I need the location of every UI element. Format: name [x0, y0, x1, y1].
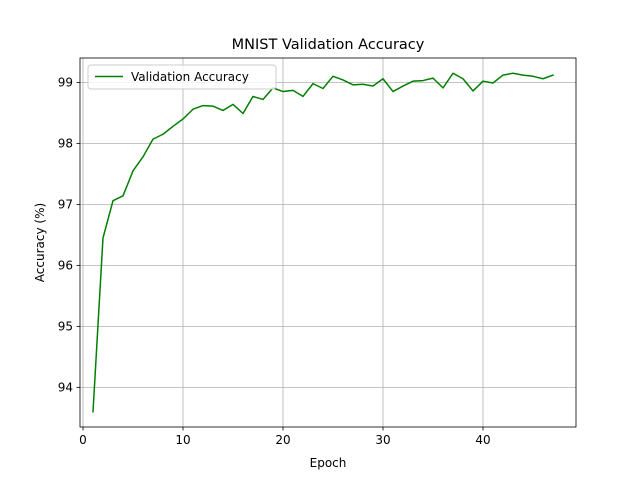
x-tick-label: 20 [275, 433, 290, 447]
series-line-validation-accuracy [92, 72, 554, 413]
chart-title: MNIST Validation Accuracy [232, 37, 425, 53]
x-tick-label: 0 [79, 433, 87, 447]
legend-label-validation-accuracy: Validation Accuracy [131, 70, 249, 84]
y-tick-label: 99 [58, 76, 73, 90]
x-axis-label: Epoch [310, 456, 347, 470]
plot-background [80, 58, 576, 427]
y-axis-label: Accuracy (%) [33, 203, 47, 282]
y-tick-label: 95 [58, 320, 73, 334]
x-tick-label: 40 [475, 433, 490, 447]
legend-box [87, 64, 277, 90]
y-tick-label: 94 [58, 381, 73, 395]
x-tick-label: 10 [175, 433, 190, 447]
plot-frame [79, 57, 577, 428]
y-tick-label: 98 [58, 137, 73, 151]
ticks: 0 10 20 30 40 94 95 96 97 98 99 [58, 76, 491, 447]
y-tick-label: 96 [58, 259, 73, 273]
series-layer [92, 72, 554, 413]
x-tick-label: 30 [375, 433, 390, 447]
y-tick-label: 97 [58, 198, 73, 212]
legend: Validation Accuracy [87, 64, 277, 90]
